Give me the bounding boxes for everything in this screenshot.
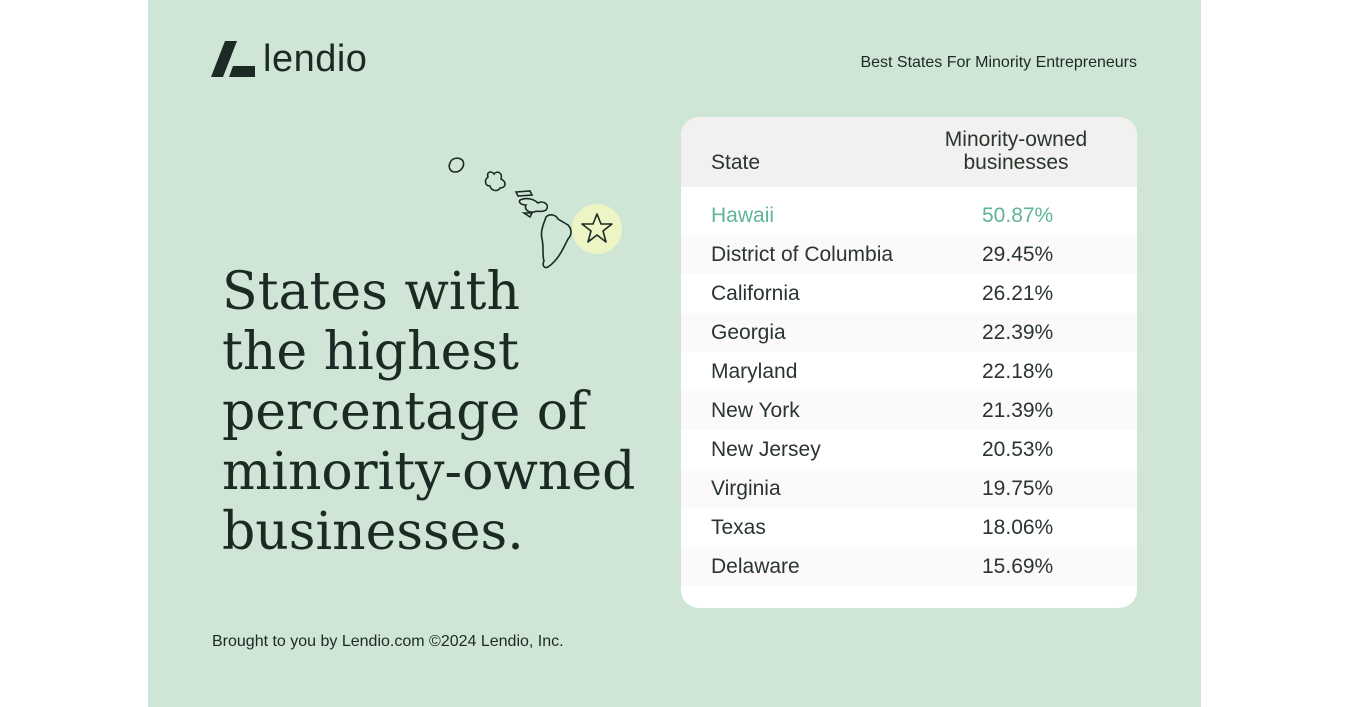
- headline-line: States with: [222, 262, 520, 322]
- headline-line: the highest: [222, 322, 519, 382]
- state-cell: Georgia: [711, 321, 786, 344]
- headline-line: businesses.: [222, 502, 524, 562]
- state-cell: District of Columbia: [711, 243, 894, 266]
- footer-credit: Brought to you by Lendio.com ©2024 Lendi…: [212, 633, 564, 650]
- hawaii-map-icon: [448, 157, 622, 269]
- column-header-state: State: [711, 151, 761, 174]
- state-cell: Delaware: [711, 555, 800, 578]
- table-row: Maryland 22.18%: [681, 352, 1137, 391]
- table-body: Hawaii 50.87% District of Columbia 29.45…: [681, 196, 1137, 586]
- headline-line: percentage of: [222, 382, 588, 442]
- column-header-line: Minority-owned: [944, 128, 1088, 151]
- table-row: Georgia 22.39%: [681, 313, 1137, 352]
- logo-wordmark: lendio: [263, 38, 368, 80]
- lendio-logo-mark-icon: [211, 41, 255, 77]
- table-row: District of Columbia 29.45%: [681, 235, 1137, 274]
- column-header-minority-owned: Minority-owned businesses: [929, 128, 1103, 174]
- state-cell: Hawaii: [711, 204, 775, 227]
- percentage-cell: 19.75%: [982, 477, 1054, 500]
- table-row: California 26.21%: [681, 274, 1137, 313]
- table-row: Texas 18.06%: [681, 508, 1137, 547]
- state-cell: Texas: [711, 516, 766, 539]
- star-icon: [581, 213, 613, 243]
- infographic-card: lendio Best States For Minority Entrepre…: [148, 0, 1201, 707]
- percentage-cell: 20.53%: [982, 438, 1054, 461]
- state-cell: California: [711, 282, 800, 305]
- percentage-cell: 22.18%: [982, 360, 1054, 383]
- state-cell: New Jersey: [711, 438, 821, 461]
- headline-line: minority-owned: [222, 442, 636, 502]
- percentage-cell: 15.69%: [982, 555, 1054, 578]
- table-header: State Minority-owned businesses: [681, 117, 1137, 187]
- table-row: Virginia 19.75%: [681, 469, 1137, 508]
- rankings-table: State Minority-owned businesses Hawaii 5…: [681, 117, 1137, 608]
- percentage-cell: 22.39%: [982, 321, 1054, 344]
- headline: States with the highest percentage of mi…: [222, 262, 636, 562]
- percentage-cell: 50.87%: [982, 204, 1054, 227]
- header-title: Best States For Minority Entrepreneurs: [860, 54, 1137, 71]
- percentage-cell: 21.39%: [982, 399, 1054, 422]
- table-row: Delaware 15.69%: [681, 547, 1137, 586]
- column-header-line: businesses: [963, 151, 1069, 174]
- table-row: New York 21.39%: [681, 391, 1137, 430]
- percentage-cell: 18.06%: [982, 516, 1054, 539]
- state-cell: Maryland: [711, 360, 798, 383]
- table-row: New Jersey 20.53%: [681, 430, 1137, 469]
- state-cell: New York: [711, 399, 800, 422]
- lendio-logo: lendio: [211, 40, 367, 78]
- state-cell: Virginia: [711, 477, 781, 500]
- percentage-cell: 29.45%: [982, 243, 1054, 266]
- table-row: Hawaii 50.87%: [681, 196, 1137, 235]
- percentage-cell: 26.21%: [982, 282, 1054, 305]
